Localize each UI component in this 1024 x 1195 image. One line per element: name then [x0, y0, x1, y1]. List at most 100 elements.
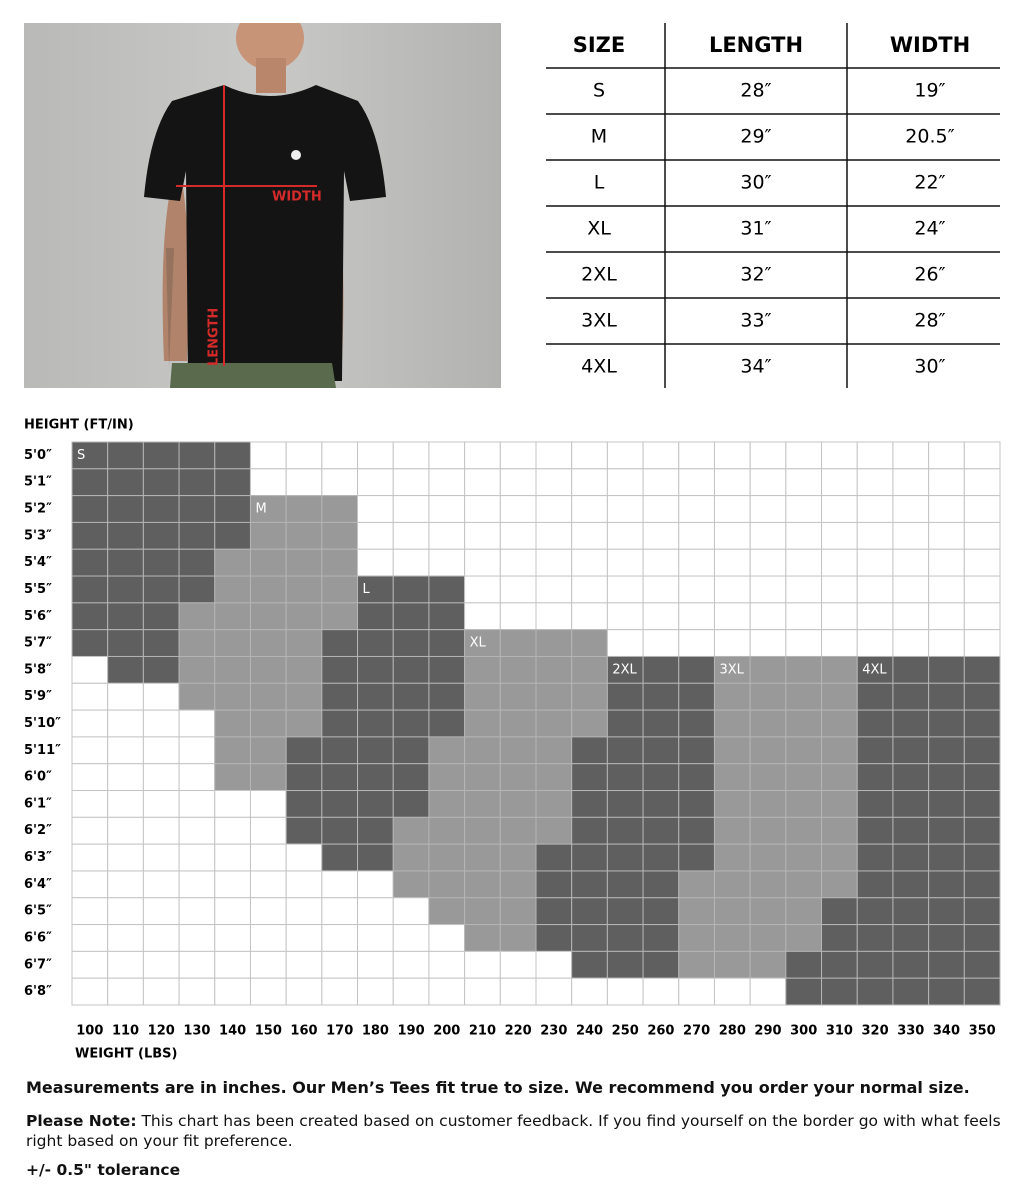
fit-cell	[571, 924, 608, 952]
fit-cell	[178, 709, 216, 738]
fit-cell	[107, 924, 144, 952]
fit-cell	[678, 897, 715, 926]
fit-cell	[142, 977, 180, 1006]
fit-cell	[642, 468, 680, 497]
table-cell: 24″	[914, 218, 945, 240]
fit-cell	[214, 924, 251, 952]
fit-cell	[856, 521, 894, 550]
model-photo: WIDTH LENGTH	[24, 23, 501, 388]
fit-cell	[499, 843, 537, 872]
fit-cell	[856, 816, 894, 845]
fit-cell	[642, 950, 680, 979]
fit-cell	[499, 468, 537, 497]
fit-cell	[464, 709, 501, 738]
fit-cell	[606, 870, 644, 899]
fit-cell	[892, 924, 930, 952]
fit-cell	[963, 709, 1001, 738]
fit-cell	[464, 816, 501, 845]
fit-cell	[642, 682, 680, 711]
height-label: 6'7″	[24, 957, 52, 972]
fit-cell	[642, 870, 680, 899]
table-cell: 26″	[914, 264, 945, 286]
fit-cell	[749, 816, 787, 845]
weight-label: 130	[183, 1024, 210, 1039]
fit-cell	[214, 629, 251, 657]
fit-cell	[821, 709, 858, 738]
fit-cell	[821, 736, 858, 765]
fit-cell	[321, 924, 359, 952]
fit-cell	[499, 736, 537, 765]
fit-cell	[535, 924, 573, 952]
fit-cell	[892, 521, 930, 550]
fit-cell	[535, 548, 573, 577]
weight-label: 250	[612, 1024, 639, 1039]
fit-cell	[71, 629, 109, 657]
fit-cell	[571, 843, 608, 872]
fit-cell	[785, 950, 823, 979]
fit-cell	[464, 897, 501, 926]
fit-cell	[392, 897, 430, 926]
fit-cell	[785, 655, 823, 684]
fit-cell	[642, 575, 680, 604]
fit-cell	[821, 629, 858, 657]
fit-cell	[464, 870, 501, 899]
fit-cell	[499, 495, 537, 523]
fit-cell	[892, 709, 930, 738]
fit-cell	[285, 897, 323, 926]
fit-cell	[357, 655, 394, 684]
fit-cell	[285, 575, 323, 604]
fit-cell	[678, 602, 715, 631]
weight-label: 270	[683, 1024, 710, 1039]
fit-cell	[749, 736, 787, 765]
fit-cell	[142, 602, 180, 631]
fit-cell	[392, 790, 430, 818]
fit-cell	[249, 843, 287, 872]
table-cell: 29″	[740, 126, 771, 148]
fit-cell	[464, 977, 501, 1006]
fit-cell	[357, 790, 394, 818]
weight-label: 300	[790, 1024, 817, 1039]
fit-cell	[749, 468, 787, 497]
fit-cell	[142, 468, 180, 497]
fit-cell	[428, 575, 466, 604]
weight-label: 140	[219, 1024, 246, 1039]
fit-cell	[785, 816, 823, 845]
fit-cell	[571, 790, 608, 818]
height-label: 5'7″	[24, 636, 52, 651]
fit-cell	[357, 763, 394, 792]
fit-cell	[892, 950, 930, 979]
fit-cell	[428, 682, 466, 711]
fit-cell	[606, 521, 644, 550]
fit-cell	[749, 709, 787, 738]
fit-cell	[142, 495, 180, 523]
fit-cell	[821, 602, 858, 631]
fit-cell	[642, 709, 680, 738]
fit-cell	[107, 629, 144, 657]
fit-cell	[892, 602, 930, 631]
fit-cell	[856, 924, 894, 952]
fit-cell	[71, 468, 109, 497]
fit-cell	[606, 441, 644, 470]
please-note: Please Note: This chart has been created…	[26, 1111, 1006, 1151]
fit-cell	[713, 790, 751, 818]
fit-cell	[428, 843, 466, 872]
height-label: 5'0″	[24, 448, 52, 463]
weight-label: 180	[362, 1024, 389, 1039]
height-label: 5'3″	[24, 528, 52, 543]
fit-cell	[535, 602, 573, 631]
fit-cell	[571, 682, 608, 711]
fit-cell	[642, 763, 680, 792]
fit-cell	[821, 682, 858, 711]
fit-cell	[178, 521, 216, 550]
fit-cell	[71, 736, 109, 765]
fit-cell	[428, 977, 466, 1006]
weight-label: 310	[826, 1024, 853, 1039]
fit-cell	[71, 790, 109, 818]
fit-cell	[178, 924, 216, 952]
fit-cell	[142, 870, 180, 899]
fit-cell	[535, 843, 573, 872]
fit-cell	[214, 977, 251, 1006]
fit-cell	[178, 441, 216, 470]
fit-cell	[535, 495, 573, 523]
fit-cell	[928, 655, 965, 684]
